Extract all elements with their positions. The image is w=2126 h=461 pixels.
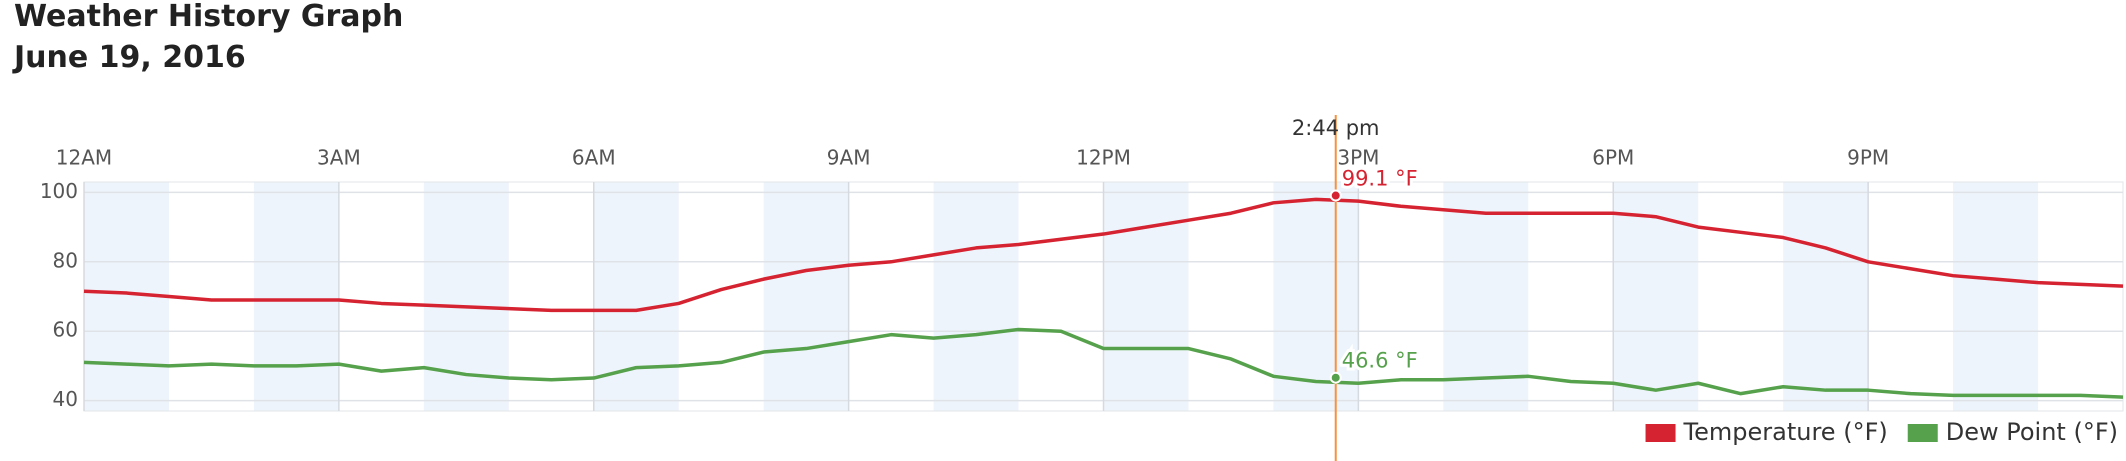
y-tick-label: 60 xyxy=(53,318,78,342)
series-line xyxy=(83,327,2124,399)
hour-band xyxy=(1273,182,1359,411)
x-tick-label: 12PM xyxy=(1076,146,1131,170)
chart-title: Weather History Graph xyxy=(14,0,403,34)
cursor-label: 2:44 pm xyxy=(1292,116,1380,140)
hour-band xyxy=(1443,182,1529,411)
x-tick-label: 3AM xyxy=(317,146,361,170)
x-tick-label: 12AM xyxy=(56,146,112,170)
x-tick-label: 6PM xyxy=(1592,146,1634,170)
cursor-point xyxy=(1329,371,1342,384)
chart-subtitle: June 19, 2016 xyxy=(12,40,246,75)
legend-label: Temperature (°F) xyxy=(1683,418,1888,446)
legend-swatch xyxy=(1907,424,1938,442)
cursor-value-label: 46.6 °F xyxy=(1342,349,1418,373)
y-tick-label: 100 xyxy=(40,179,78,203)
legend-swatch xyxy=(1645,424,1676,442)
hour-band xyxy=(1613,182,1699,411)
x-tick-label: 6AM xyxy=(572,146,616,170)
cursor-value-label: 99.1 °F xyxy=(1342,167,1418,191)
x-tick-label: 9AM xyxy=(827,146,871,170)
x-tick-label: 9PM xyxy=(1847,146,1889,170)
hour-band xyxy=(1103,182,1189,411)
legend-label: Dew Point (°F) xyxy=(1946,418,2118,446)
x-tick-label: 3PM xyxy=(1337,146,1379,170)
hour-band xyxy=(763,182,849,411)
hour-band xyxy=(933,182,1019,411)
y-tick-label: 40 xyxy=(53,387,78,411)
hour-band xyxy=(1783,182,1869,411)
y-tick-label: 80 xyxy=(53,248,78,272)
hour-band xyxy=(1953,182,2039,411)
hour-band xyxy=(253,182,339,411)
cursor-point xyxy=(1329,189,1342,202)
series-line xyxy=(83,197,2124,313)
